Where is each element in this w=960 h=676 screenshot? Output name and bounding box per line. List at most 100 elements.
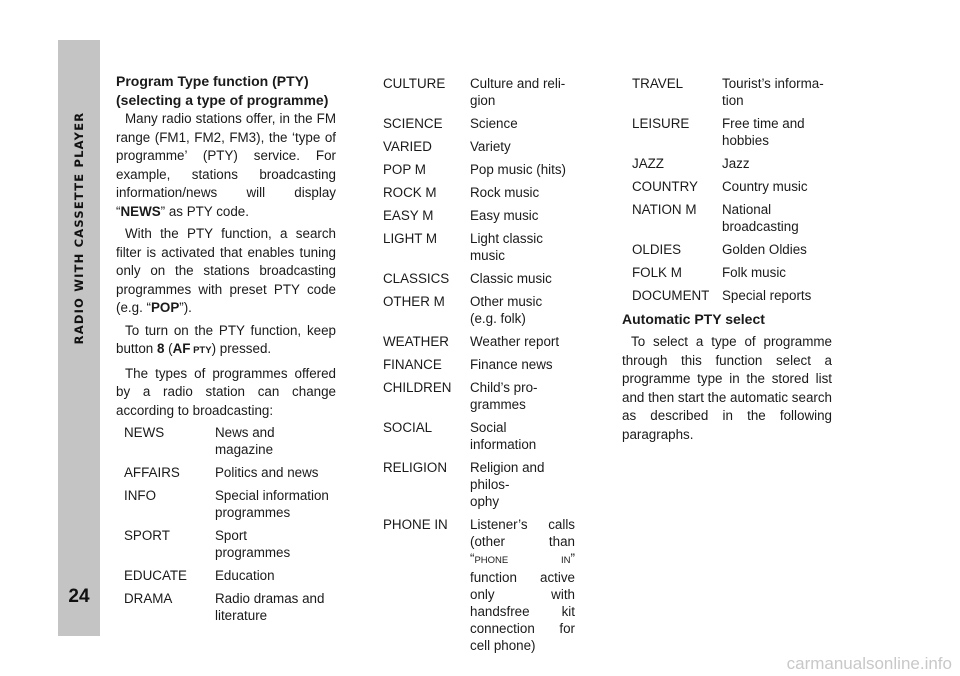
type-code: LEISURE (632, 116, 690, 131)
column-1: Program Type function (PTY) (selecting a … (116, 72, 336, 630)
list-item: EASY M Easy music (383, 207, 575, 224)
programme-type-list-1: NEWS News and magazine AFFAIRS Politics and… (124, 424, 336, 624)
type-description: Special information programmes (215, 488, 329, 520)
type-code: SPORT (124, 528, 170, 543)
section-heading: Program Type function (PTY) (selecting a … (116, 72, 336, 110)
list-item: EDUCATE Education (124, 567, 336, 584)
type-description: Pop music (hits) (470, 162, 566, 177)
list-item: SCIENCE Science (383, 115, 575, 132)
column-3: TRAVEL Tourist’s informa- tion LEISURE Free… (622, 75, 832, 448)
list-item: CHILDREN Child’s pro- grammes (383, 379, 575, 413)
type-code: DOCUMENT (632, 288, 710, 303)
type-description: News and magazine (215, 425, 275, 457)
page-number: 24 (68, 586, 90, 607)
list-item: RELIGION Religion and philos- ophy (383, 459, 575, 510)
section-sidebar-band (58, 40, 100, 636)
type-code: OTHER M (383, 294, 445, 309)
watermark: carmanualsonline.info (786, 654, 952, 673)
list-item: SPORT Sport programmes (124, 527, 336, 561)
type-code: NEWS (124, 425, 165, 440)
type-description: Weather report (470, 334, 560, 349)
type-description: Finance news (470, 357, 553, 372)
type-description: Jazz (722, 156, 750, 171)
list-item: NATION M National broadcasting (632, 201, 832, 235)
type-description: Easy music (470, 208, 539, 223)
type-description: Tourist’s informa- tion (722, 76, 824, 108)
list-item: LEISURE Free time and hobbies (632, 115, 832, 149)
type-description: Other music (e.g. folk) (470, 294, 543, 326)
type-description: Classic music (470, 271, 552, 286)
type-code: DRAMA (124, 591, 173, 606)
heading-line-1: Program Type function (PTY) (116, 73, 309, 89)
type-code: INFO (124, 488, 156, 503)
paragraph-intro: Many radio stations offer, in the FM ran… (116, 111, 336, 219)
paragraph-turn-on: To turn on the PTY function, keep button… (116, 322, 336, 357)
type-code: TRAVEL (632, 76, 684, 91)
type-description: Light classic music (470, 231, 543, 263)
list-item: OLDIES Golden Oldies (632, 241, 832, 258)
type-description: Special reports (722, 288, 812, 303)
type-description: Folk music (722, 265, 786, 280)
heading-line-2: (selecting a type of programme) (116, 92, 329, 108)
type-code: WEATHER (383, 334, 449, 349)
type-code: OLDIES (632, 242, 682, 257)
type-description: Listener’s calls (other than “PHONE IN” … (470, 517, 575, 653)
column-2: CULTURE Culture and reli- gion SCIENCE Scie… (383, 75, 575, 660)
type-code: VARIED (383, 139, 432, 154)
type-code: FOLK M (632, 265, 682, 280)
type-code: FINANCE (383, 357, 442, 372)
type-description: Education (215, 568, 275, 583)
list-item: ROCK M Rock music (383, 184, 575, 201)
list-item: JAZZ Jazz (632, 155, 832, 172)
list-item: AFFAIRS Politics and news (124, 464, 336, 481)
section-title: RADIO WITH CASSETTE PLAYER (72, 111, 86, 345)
type-description: Rock music (470, 185, 540, 200)
type-description: Country music (722, 179, 808, 194)
type-code: CHILDREN (383, 380, 452, 395)
type-code: JAZZ (632, 156, 664, 171)
list-item: POP M Pop music (hits) (383, 161, 575, 178)
list-item: WEATHER Weather report (383, 333, 575, 350)
list-item: OTHER M Other music (e.g. folk) (383, 293, 575, 327)
list-item: INFO Special information programmes (124, 487, 336, 521)
paragraph-types: The types of programmes offered by a rad… (116, 365, 336, 418)
list-item: FINANCE Finance news (383, 356, 575, 373)
type-code: SOCIAL (383, 420, 433, 435)
type-code: POP M (383, 162, 426, 177)
type-description: Culture and reli- gion (470, 76, 566, 108)
list-item: CULTURE Culture and reli- gion (383, 75, 575, 109)
type-description: Sport programmes (215, 528, 291, 560)
type-description: Variety (470, 139, 511, 154)
type-code: COUNTRY (632, 179, 698, 194)
list-item: PHONE IN Listener’s calls (other than “P… (383, 516, 575, 654)
type-description: Golden Oldies (722, 242, 807, 257)
type-description: National broadcasting (722, 202, 799, 234)
type-code: EDUCATE (124, 568, 187, 583)
list-item: DOCUMENT Special reports (632, 287, 832, 304)
type-code: RELIGION (383, 460, 447, 475)
type-code: SCIENCE (383, 116, 443, 131)
list-item: TRAVEL Tourist’s informa- tion (632, 75, 832, 109)
list-item: COUNTRY Country music (632, 178, 832, 195)
type-code: AFFAIRS (124, 465, 180, 480)
list-item: VARIED Variety (383, 138, 575, 155)
list-item: NEWS News and magazine (124, 424, 336, 458)
type-code: EASY M (383, 208, 434, 223)
list-item: CLASSICS Classic music (383, 270, 575, 287)
type-description: Politics and news (215, 465, 319, 480)
type-description: Religion and philos- ophy (470, 460, 545, 509)
list-item: FOLK M Folk music (632, 264, 832, 281)
type-description: Free time and hobbies (722, 116, 805, 148)
type-code: NATION M (632, 202, 697, 217)
list-item: LIGHT M Light classic music (383, 230, 575, 264)
type-code: CLASSICS (383, 271, 450, 286)
automatic-pty-heading: Automatic PTY select (622, 311, 765, 327)
type-description: Social information (470, 420, 537, 452)
type-description: Radio dramas and literature (215, 591, 325, 623)
type-code: ROCK M (383, 185, 437, 200)
type-description: Child’s pro- grammes (470, 380, 538, 412)
programme-type-list-2: CULTURE Culture and reli- gion SCIENCE Scie… (383, 75, 575, 510)
type-code: CULTURE (383, 76, 446, 91)
automatic-pty-paragraph: To select a type of programme through th… (622, 334, 832, 442)
